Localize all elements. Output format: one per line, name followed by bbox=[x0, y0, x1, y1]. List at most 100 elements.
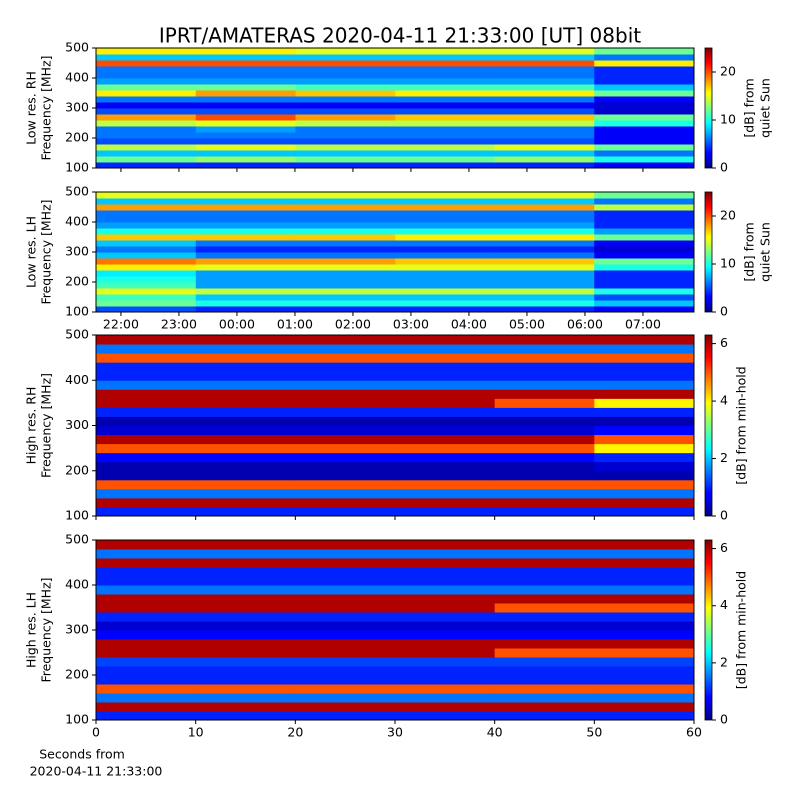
cell bbox=[594, 371, 694, 381]
cell bbox=[395, 488, 496, 499]
cell bbox=[594, 54, 694, 61]
cell bbox=[295, 371, 396, 381]
cell bbox=[594, 132, 694, 139]
cell bbox=[195, 380, 296, 390]
cell bbox=[395, 371, 496, 381]
cell bbox=[195, 603, 296, 613]
cell bbox=[295, 470, 396, 481]
cell bbox=[594, 398, 694, 408]
cell bbox=[96, 621, 197, 631]
cell bbox=[494, 711, 595, 720]
cell bbox=[594, 108, 694, 115]
cell bbox=[96, 693, 197, 703]
cell bbox=[395, 576, 496, 586]
cell bbox=[96, 210, 197, 217]
cell bbox=[295, 114, 396, 121]
cell bbox=[295, 126, 396, 133]
cell bbox=[395, 594, 496, 604]
cell bbox=[195, 693, 296, 703]
cell bbox=[195, 344, 296, 354]
cell bbox=[195, 585, 296, 595]
cell bbox=[195, 407, 296, 417]
cell bbox=[195, 270, 297, 277]
cell bbox=[295, 138, 396, 145]
cell bbox=[395, 60, 496, 67]
cell bbox=[295, 344, 396, 354]
cell bbox=[395, 558, 496, 568]
cell bbox=[295, 78, 396, 85]
x-tick-label: 02:00 bbox=[335, 317, 371, 332]
cell bbox=[494, 567, 595, 577]
cell bbox=[96, 488, 197, 499]
cell bbox=[594, 648, 694, 658]
cell bbox=[395, 252, 496, 259]
cell bbox=[395, 72, 496, 79]
cell bbox=[195, 252, 297, 259]
cell bbox=[195, 470, 296, 481]
cell bbox=[594, 300, 694, 307]
cell bbox=[195, 210, 297, 217]
cell bbox=[295, 270, 396, 277]
cell bbox=[195, 306, 297, 312]
cell bbox=[96, 675, 197, 685]
cell bbox=[395, 443, 496, 454]
colorbar-tick-label: 0 bbox=[720, 160, 728, 175]
cell bbox=[295, 234, 396, 241]
cell bbox=[195, 162, 297, 168]
cell bbox=[96, 657, 197, 667]
cell bbox=[395, 612, 496, 622]
cell bbox=[295, 222, 396, 229]
cell bbox=[295, 335, 396, 345]
cell bbox=[494, 258, 595, 265]
cell bbox=[96, 222, 197, 229]
cell bbox=[494, 204, 595, 211]
cell bbox=[195, 452, 296, 463]
cell bbox=[195, 621, 296, 631]
cell bbox=[395, 452, 496, 463]
cell bbox=[494, 156, 595, 163]
colorbar-tick-label: 6 bbox=[720, 540, 728, 555]
cell bbox=[295, 639, 396, 649]
cell bbox=[494, 78, 595, 85]
cell bbox=[594, 434, 694, 445]
cell bbox=[594, 222, 694, 229]
colorbar-tick-label: 2 bbox=[720, 654, 728, 669]
cell bbox=[494, 126, 595, 133]
cell bbox=[395, 567, 496, 577]
cell bbox=[494, 416, 595, 426]
x-tick-label: 00:00 bbox=[219, 317, 255, 332]
cell bbox=[594, 576, 694, 586]
colorbar-tick-label: 20 bbox=[720, 64, 736, 79]
colorbar-label: quiet Sun bbox=[758, 222, 773, 282]
cell bbox=[395, 258, 496, 265]
cell bbox=[594, 228, 694, 235]
cell bbox=[295, 264, 396, 271]
cell bbox=[96, 362, 197, 372]
cell bbox=[494, 389, 595, 399]
cell bbox=[195, 240, 297, 247]
y-tick-label: 500 bbox=[65, 40, 89, 55]
cell bbox=[195, 416, 296, 426]
cell bbox=[96, 576, 197, 586]
cell bbox=[195, 258, 297, 265]
x-axis-label: 2020-04-11 21:33:00 bbox=[30, 764, 163, 779]
cell bbox=[594, 150, 694, 157]
cell bbox=[594, 461, 694, 472]
cell bbox=[494, 702, 595, 712]
cell bbox=[494, 108, 595, 115]
cell bbox=[494, 594, 595, 604]
y-tick-label: 300 bbox=[65, 622, 89, 637]
cell bbox=[494, 434, 595, 445]
cell bbox=[594, 675, 694, 685]
cell bbox=[195, 549, 296, 559]
cell bbox=[195, 48, 297, 55]
cell bbox=[395, 126, 496, 133]
cell bbox=[195, 461, 296, 472]
cell bbox=[594, 162, 694, 168]
cell bbox=[195, 108, 297, 115]
cell bbox=[494, 102, 595, 109]
cell bbox=[594, 657, 694, 667]
cell bbox=[96, 506, 197, 516]
cell bbox=[395, 192, 496, 199]
colorbar-label: quiet Sun bbox=[758, 78, 773, 138]
